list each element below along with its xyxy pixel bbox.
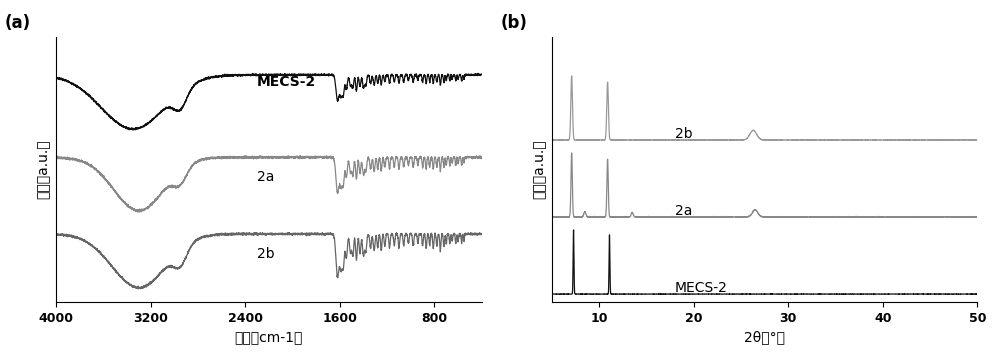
X-axis label: 波长（cm-1）: 波长（cm-1） bbox=[235, 330, 303, 344]
X-axis label: 2θ（°）: 2θ（°） bbox=[744, 330, 785, 344]
Text: (a): (a) bbox=[5, 14, 31, 32]
Text: (b): (b) bbox=[501, 14, 528, 32]
Text: 2b: 2b bbox=[675, 126, 692, 141]
Text: 2b: 2b bbox=[257, 247, 275, 261]
Y-axis label: 强度（a.u.）: 强度（a.u.） bbox=[37, 140, 51, 199]
Y-axis label: 强度（a.u.）: 强度（a.u.） bbox=[532, 140, 546, 199]
Text: 2a: 2a bbox=[257, 170, 275, 184]
Text: MECS-2: MECS-2 bbox=[257, 75, 316, 89]
Text: MECS-2: MECS-2 bbox=[675, 281, 728, 295]
Text: 2a: 2a bbox=[675, 204, 692, 218]
